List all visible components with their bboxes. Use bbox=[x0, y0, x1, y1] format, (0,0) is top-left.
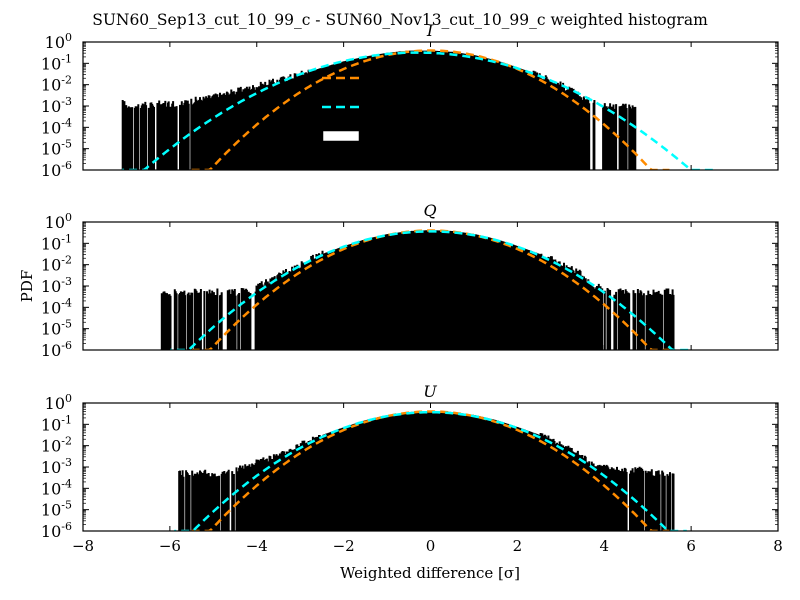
y-tick-exponent: -3 bbox=[61, 456, 72, 469]
y-tick-base: 10 bbox=[41, 140, 61, 159]
y-tick-base: 10 bbox=[41, 277, 61, 296]
y-axis-label: PDF bbox=[18, 270, 36, 303]
fitted-gaussian-curve bbox=[122, 51, 713, 170]
y-tick-label: 10-4 bbox=[41, 296, 72, 317]
y-tick-exponent: -6 bbox=[61, 339, 72, 352]
y-tick-base: 10 bbox=[41, 161, 61, 180]
y-tick-base: 10 bbox=[41, 458, 61, 477]
y-tick-exponent: -5 bbox=[61, 318, 72, 331]
white-noise-curve bbox=[191, 410, 670, 531]
y-tick-base: 10 bbox=[41, 341, 61, 360]
y-tick-exponent: -5 bbox=[61, 138, 72, 151]
y-tick-label: 100 bbox=[45, 31, 72, 52]
y-tick-label: 10-2 bbox=[41, 254, 72, 275]
y-tick-label: 10-5 bbox=[41, 499, 72, 520]
y-tick-exponent: -5 bbox=[61, 499, 72, 512]
x-axis-label: Weighted difference [σ] bbox=[340, 564, 520, 582]
legend-swatch-data bbox=[320, 128, 362, 144]
y-tick-label: 10-6 bbox=[41, 159, 72, 180]
y-tick-label: 10-2 bbox=[41, 435, 72, 456]
y-tick-base: 10 bbox=[41, 522, 61, 541]
x-tick-label: 2 bbox=[513, 537, 523, 555]
y-tick-base: 10 bbox=[41, 415, 61, 434]
y-tick-exponent: -2 bbox=[61, 254, 72, 267]
y-tick-label: 100 bbox=[45, 392, 72, 413]
legend-label: Fitted Gaussian bbox=[377, 96, 529, 118]
data-histogram-bars bbox=[178, 411, 675, 531]
y-tick-label: 10-4 bbox=[41, 116, 72, 137]
panel-plot-area bbox=[160, 229, 692, 350]
fitted-gaussian-curve bbox=[174, 410, 687, 531]
y-tick-label: 10-3 bbox=[41, 456, 72, 477]
y-tick-label: 10-6 bbox=[41, 520, 72, 541]
y-tick-base: 10 bbox=[41, 76, 61, 95]
x-tick-label: −6 bbox=[159, 537, 181, 555]
x-tick-label: −8 bbox=[72, 537, 94, 555]
x-tick-label: −4 bbox=[246, 537, 268, 555]
legend-label: White noise bbox=[377, 67, 491, 89]
y-tick-exponent: -4 bbox=[61, 296, 72, 309]
y-tick-base: 10 bbox=[41, 437, 61, 456]
y-tick-base: 10 bbox=[41, 97, 61, 116]
y-tick-exponent: -2 bbox=[61, 435, 72, 448]
y-tick-label: 10-1 bbox=[41, 413, 72, 434]
panel-U: U−8 −6 −4 −2 0 2 4 6 810010-110-210-310-410-510-… bbox=[41, 382, 783, 555]
y-tick-label: 10-3 bbox=[41, 95, 72, 116]
panel-title-Q: Q bbox=[423, 201, 436, 220]
y-tick-label: 10-1 bbox=[41, 52, 72, 73]
y-tick-exponent: -4 bbox=[61, 116, 72, 129]
y-tick-exponent: -3 bbox=[61, 95, 72, 108]
panel-title-I: I bbox=[426, 21, 434, 40]
y-tick-base: 10 bbox=[41, 320, 61, 339]
y-tick-base: 10 bbox=[41, 479, 61, 498]
y-tick-exponent: -1 bbox=[61, 52, 72, 65]
y-tick-exponent: -4 bbox=[61, 477, 72, 490]
y-tick-label: 10-3 bbox=[41, 275, 72, 296]
legend-label: Data bbox=[377, 125, 423, 147]
x-tick-label: 6 bbox=[686, 537, 696, 555]
y-tick-exponent: -6 bbox=[61, 520, 72, 533]
y-tick-exponent: -1 bbox=[61, 413, 72, 426]
y-tick-base: 10 bbox=[41, 298, 61, 317]
fitted-gaussian-curve bbox=[169, 230, 692, 350]
y-tick-base: 10 bbox=[41, 54, 61, 73]
y-tick-label: 100 bbox=[45, 211, 72, 232]
y-tick-label: 10-5 bbox=[41, 318, 72, 339]
y-tick-base: 10 bbox=[45, 213, 65, 232]
y-tick-base: 10 bbox=[45, 33, 65, 52]
y-tick-label: 10-6 bbox=[41, 339, 72, 360]
y-tick-exponent: 0 bbox=[65, 31, 72, 44]
x-tick-label: 0 bbox=[426, 537, 436, 555]
y-tick-exponent: -2 bbox=[61, 74, 72, 87]
y-tick-base: 10 bbox=[45, 394, 65, 413]
panel-plot-area bbox=[121, 49, 713, 170]
legend: White noise Fitted Gaussian Data bbox=[320, 67, 529, 147]
y-tick-exponent: -3 bbox=[61, 275, 72, 288]
figure-title: SUN60_Sep13_cut_10_99_c - SUN60_Nov13_cu… bbox=[92, 11, 708, 29]
y-tick-label: 10-5 bbox=[41, 138, 72, 159]
x-tick-label: 4 bbox=[599, 537, 609, 555]
panel-plot-area bbox=[174, 410, 687, 531]
white-noise-curve bbox=[191, 49, 670, 170]
y-tick-label: 10-2 bbox=[41, 74, 72, 95]
x-tick-label: −2 bbox=[333, 537, 355, 555]
y-tick-exponent: -6 bbox=[61, 159, 72, 172]
x-tick-label: 8 bbox=[773, 537, 783, 555]
y-tick-label: 10-4 bbox=[41, 477, 72, 498]
data-histogram-bars bbox=[160, 230, 675, 350]
y-tick-exponent: -1 bbox=[61, 232, 72, 245]
y-tick-base: 10 bbox=[41, 256, 61, 275]
y-tick-base: 10 bbox=[41, 118, 61, 137]
y-tick-base: 10 bbox=[41, 501, 61, 520]
y-tick-base: 10 bbox=[41, 234, 61, 253]
y-tick-exponent: 0 bbox=[65, 211, 72, 224]
panel-title-U: U bbox=[423, 382, 437, 401]
y-tick-label: 10-1 bbox=[41, 232, 72, 253]
y-tick-exponent: 0 bbox=[65, 392, 72, 405]
